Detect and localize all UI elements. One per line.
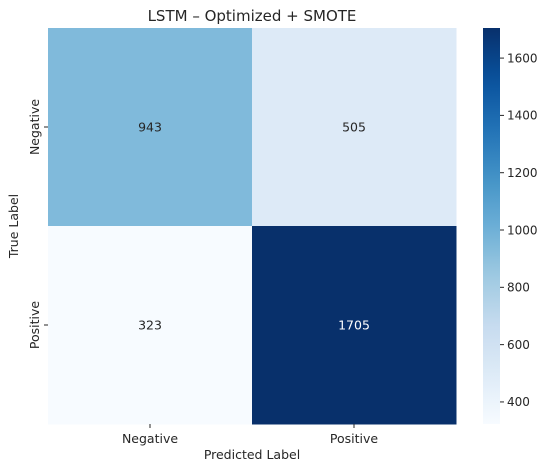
colorbar-tick-label-1: 600: [507, 338, 530, 352]
y-tick-label-1: Positive: [27, 301, 42, 349]
cell-value-label-0-0: 943: [138, 120, 162, 135]
heatmap-cell-0-1: [252, 28, 457, 227]
x-axis-label: Predicted Label: [204, 447, 300, 462]
colorbar-tick-label-5: 1400: [507, 109, 538, 123]
x-tick-label-0: Negative: [122, 431, 178, 446]
cell-value-label-0-1: 505: [342, 120, 366, 135]
heatmap-cell-1-0: [48, 226, 253, 425]
y-tick-label-0: Negative: [27, 99, 42, 155]
colorbar: [483, 28, 500, 424]
colorbar-tick-label-3: 1000: [507, 223, 538, 237]
heatmap-cell-1-1: [252, 226, 457, 425]
heatmap-cell-0-0: [48, 28, 253, 227]
y-axis-ticks: Negative Positive: [27, 99, 48, 349]
colorbar-tick-label-4: 1200: [507, 166, 538, 180]
colorbar-tick-label-2: 800: [507, 281, 530, 295]
colorbar-ticks: 400 600 800 1000 1200 1400 1600: [500, 51, 538, 409]
colorbar-tick-label-6: 1600: [507, 51, 538, 65]
cell-value-label-1-0: 323: [138, 318, 162, 333]
heatmap-cells: [48, 28, 457, 425]
y-axis-label: True Label: [6, 194, 21, 259]
chart-title: LSTM – Optimized + SMOTE: [148, 7, 357, 25]
cell-value-label-1-1: 1705: [338, 318, 370, 333]
cell-value-labels: 943 505 323 1705: [138, 120, 370, 333]
colorbar-tick-label-0: 400: [507, 395, 530, 409]
x-tick-label-1: Positive: [330, 431, 378, 446]
x-axis-ticks: Negative Positive: [122, 424, 378, 446]
